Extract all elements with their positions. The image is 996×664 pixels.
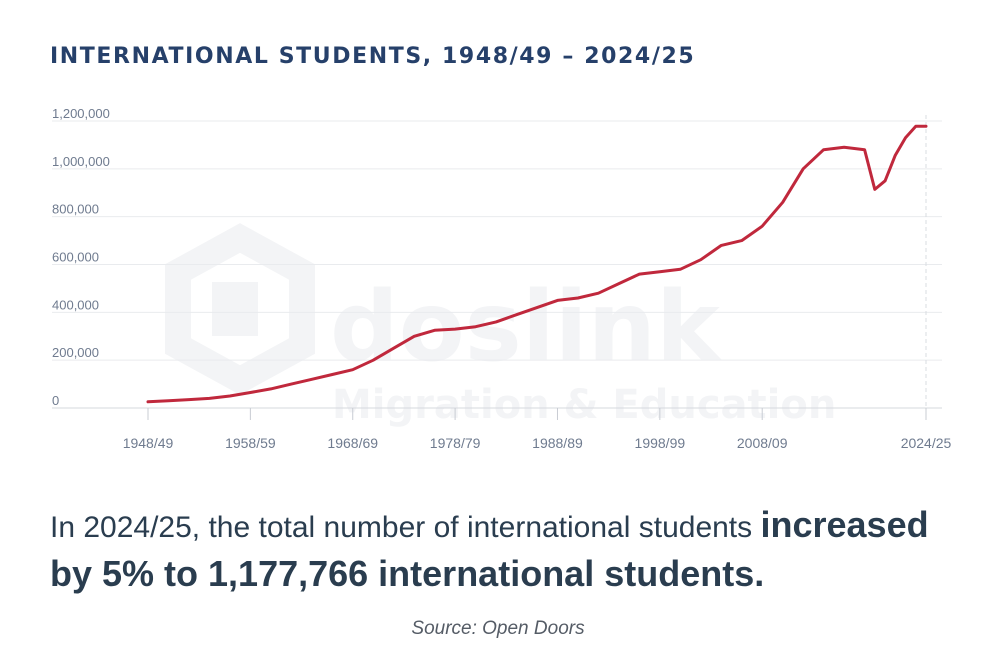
y-tick-label: 800,000 [52,202,99,217]
y-tick-label: 400,000 [52,297,99,312]
series-line [146,124,928,404]
x-tick-label: 1978/79 [430,435,481,451]
x-axis-ticks [147,115,927,420]
grid-lines [52,120,942,409]
x-tick-label: 2008/09 [737,435,788,451]
watermark: doslink Migration & Education [165,223,836,428]
caption: In 2024/25, the total number of internat… [50,502,950,600]
y-tick-label: 1,000,000 [52,154,110,169]
watermark-logo-icon [165,223,315,395]
x-tick-label: 1968/69 [327,435,378,451]
x-tick-label: 1988/89 [532,435,583,451]
line-chart: doslink Migration & Education 0 200,000 40… [52,106,952,451]
x-tick-label: 1998/99 [635,435,686,451]
source-note: Source: Open Doors [411,618,585,639]
y-tick-label: 600,000 [52,250,99,265]
watermark-brand: doslink [330,271,722,383]
y-tick-label: 0 [52,393,59,408]
y-tick-label: 200,000 [52,345,99,360]
watermark-tagline: Migration & Education [332,382,836,428]
chart-title: INTERNATIONAL STUDENTS, 1948/49 – 2024/2… [50,44,696,69]
x-tick-label: 1948/49 [123,435,174,451]
x-tick-label: 1958/59 [225,435,276,451]
caption-normal: In 2024/25, the total number of internat… [50,511,761,544]
x-axis-labels: 1948/49 1958/59 1968/69 1978/79 1988/89 1998/… [123,435,952,451]
caption-bold: increased by 5% to 1,177,766 internation… [50,504,929,594]
y-tick-label: 1,200,000 [52,106,110,121]
y-axis-labels: 0 200,000 400,000 600,000 800,000 1,000,000 1,… [52,106,110,408]
x-tick-label: 2024/25 [901,435,952,451]
